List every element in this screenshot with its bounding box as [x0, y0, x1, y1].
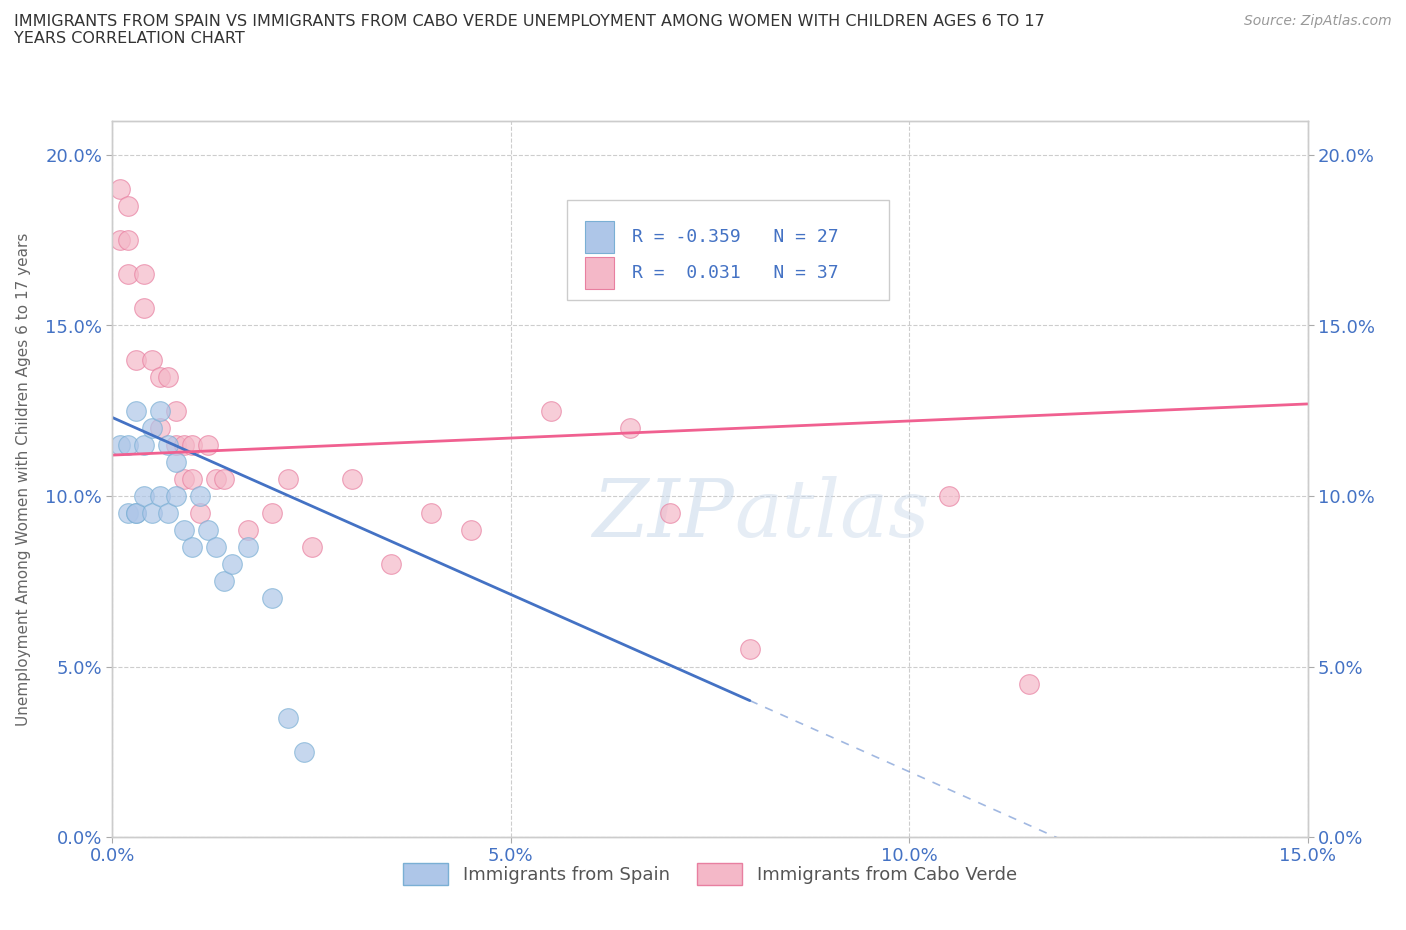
FancyBboxPatch shape: [567, 200, 890, 300]
Point: [165, 488, 187, 503]
Point: [157, 369, 180, 384]
Text: R =  0.031   N = 37: R = 0.031 N = 37: [633, 264, 839, 283]
Point: [540, 404, 562, 418]
Point: [117, 267, 139, 282]
Point: [125, 506, 148, 521]
FancyBboxPatch shape: [585, 257, 614, 289]
Point: [125, 404, 148, 418]
Point: [110, 437, 132, 452]
Point: [134, 488, 156, 503]
Point: [212, 472, 235, 486]
Point: [141, 506, 163, 521]
Point: [212, 574, 235, 589]
Point: [197, 437, 219, 452]
Point: [125, 506, 148, 521]
FancyBboxPatch shape: [585, 221, 614, 253]
Point: [188, 488, 211, 503]
Point: [301, 539, 323, 554]
Point: [420, 506, 443, 521]
Point: [117, 506, 139, 521]
Point: [173, 437, 195, 452]
Text: IMMIGRANTS FROM SPAIN VS IMMIGRANTS FROM CABO VERDE UNEMPLOYMENT AMONG WOMEN WIT: IMMIGRANTS FROM SPAIN VS IMMIGRANTS FROM…: [14, 14, 1045, 46]
Point: [110, 232, 132, 247]
Point: [1018, 676, 1040, 691]
Point: [157, 437, 180, 452]
Point: [260, 591, 283, 605]
Point: [188, 506, 211, 521]
Point: [938, 488, 960, 503]
Point: [181, 539, 204, 554]
Point: [165, 437, 187, 452]
Text: ZIP: ZIP: [592, 476, 734, 553]
Point: [197, 523, 219, 538]
Point: [149, 369, 172, 384]
Point: [134, 437, 156, 452]
Point: [134, 267, 156, 282]
Point: [205, 539, 228, 554]
Point: [149, 488, 172, 503]
Point: [157, 506, 180, 521]
Point: [141, 420, 163, 435]
Point: [277, 711, 299, 725]
Point: [340, 472, 363, 486]
Y-axis label: Unemployment Among Women with Children Ages 6 to 17 years: Unemployment Among Women with Children A…: [17, 232, 31, 725]
Point: [173, 523, 195, 538]
Point: [141, 352, 163, 367]
Point: [205, 472, 228, 486]
Point: [165, 404, 187, 418]
Point: [117, 232, 139, 247]
Point: [277, 472, 299, 486]
Point: [117, 437, 139, 452]
Point: [173, 472, 195, 486]
Point: [380, 557, 402, 572]
Point: [236, 523, 259, 538]
Point: [460, 523, 482, 538]
Point: [292, 744, 315, 759]
Point: [221, 557, 243, 572]
Point: [181, 472, 204, 486]
Legend: Immigrants from Spain, Immigrants from Cabo Verde: Immigrants from Spain, Immigrants from C…: [396, 856, 1024, 893]
Point: [236, 539, 259, 554]
Text: R = -0.359   N = 27: R = -0.359 N = 27: [633, 228, 839, 246]
Text: Source: ZipAtlas.com: Source: ZipAtlas.com: [1244, 14, 1392, 28]
Point: [779, 232, 801, 247]
Text: atlas: atlas: [734, 476, 929, 553]
Point: [181, 437, 204, 452]
Point: [134, 301, 156, 316]
Point: [659, 506, 682, 521]
Point: [117, 199, 139, 214]
Point: [110, 181, 132, 196]
Point: [260, 506, 283, 521]
Point: [149, 404, 172, 418]
Point: [165, 455, 187, 470]
Point: [149, 420, 172, 435]
Point: [619, 420, 641, 435]
Point: [738, 642, 761, 657]
Point: [125, 352, 148, 367]
